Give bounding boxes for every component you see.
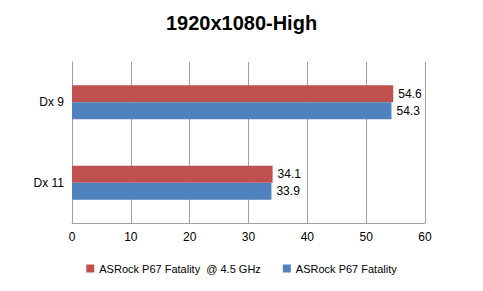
svg-text:54.3: 54.3 (396, 104, 420, 118)
svg-text:10: 10 (124, 230, 138, 244)
svg-text:Dx 9: Dx 9 (39, 95, 64, 109)
svg-text:50: 50 (359, 230, 373, 244)
svg-text:33.9: 33.9 (276, 184, 300, 198)
svg-text:60: 60 (418, 230, 432, 244)
svg-text:40: 40 (301, 230, 315, 244)
svg-text:34.1: 34.1 (278, 167, 302, 181)
svg-text:20: 20 (183, 230, 197, 244)
svg-text:54.6: 54.6 (398, 87, 422, 101)
svg-text:ASRock P67 Fatality: ASRock P67 Fatality (296, 263, 397, 275)
svg-text:0: 0 (69, 230, 76, 244)
svg-text:30: 30 (242, 230, 256, 244)
svg-text:1920x1080-High: 1920x1080-High (166, 12, 317, 34)
svg-text:Dx 11: Dx 11 (34, 176, 65, 190)
svg-text:ASRock P67 Fatality @ 4.5 GHz: ASRock P67 Fatality @ 4.5 GHz (99, 263, 261, 275)
